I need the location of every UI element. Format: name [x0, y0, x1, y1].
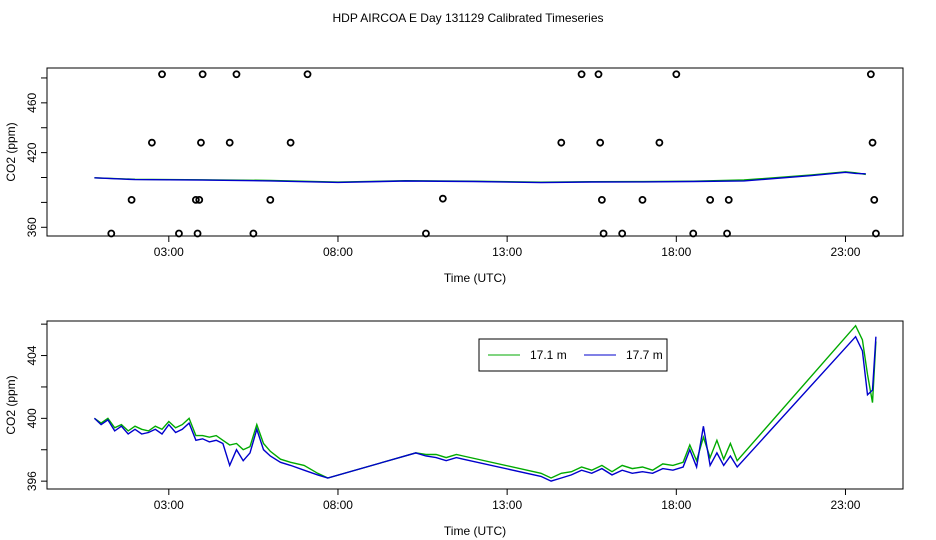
scatter-point [438, 194, 447, 203]
scatter-point [147, 138, 156, 147]
bottom-x-axis: 03:00 08:00 13:00 18:00 23:00 [154, 489, 861, 512]
y-tick-label: 404 [25, 345, 39, 365]
series-line-17-7-m [93, 335, 877, 482]
scatter-point [422, 229, 430, 238]
scatter-point [107, 229, 116, 238]
scatter-point [195, 196, 204, 204]
y-tick-label: 360 [25, 217, 39, 237]
bottom-y-axis-label: CO2 (ppm) [4, 375, 18, 434]
bottom-plot-frame [46, 320, 904, 490]
x-tick-label: 08:00 [323, 245, 353, 259]
bottom-panel: 03:00 08:00 13:00 18:00 23:00 396 400 404 Time… [4, 320, 904, 538]
y-tick-label: 460 [25, 93, 39, 113]
scatter-point [232, 70, 241, 79]
top-panel: 03:00 08:00 13:00 18:00 23:00 360 420 460 Time… [4, 67, 904, 285]
scatter-point [249, 229, 258, 238]
scatter-point [225, 138, 234, 147]
legend-label-17-7m: 17.7 m [626, 348, 663, 362]
scatter-point [127, 196, 136, 204]
x-tick-label: 23:00 [830, 245, 860, 259]
y-tick-label: 396 [25, 471, 39, 491]
x-tick-label: 08:00 [323, 498, 353, 512]
x-tick-label: 13:00 [492, 245, 522, 259]
scatter-point [870, 196, 879, 204]
series-line-1 [94, 171, 866, 184]
scatter-point [596, 138, 605, 147]
scatter-point [706, 196, 715, 204]
bottom-x-axis-label: Time (UTC) [444, 524, 506, 538]
y-tick-label: 420 [25, 142, 39, 162]
top-data-layer [94, 70, 880, 238]
x-tick-label: 13:00 [492, 498, 522, 512]
scatter-point [557, 138, 566, 147]
top-x-axis-label: Time (UTC) [444, 271, 506, 285]
legend-label-17-1m: 17.1 m [530, 348, 567, 362]
scatter-point [286, 138, 295, 147]
scatter-point [197, 138, 205, 147]
scatter-point [872, 229, 880, 238]
scatter-point [723, 229, 731, 238]
scatter-point [198, 70, 207, 79]
top-plot-frame [46, 67, 904, 237]
scatter-point [672, 70, 681, 79]
x-tick-label: 03:00 [154, 498, 184, 512]
x-tick-label: 18:00 [661, 245, 691, 259]
bottom-y-axis: 396 400 404 [25, 323, 47, 491]
x-tick-label: 23:00 [830, 498, 860, 512]
top-y-axis-label: CO2 (ppm) [4, 122, 18, 181]
scatter-point [866, 70, 875, 79]
scatter-point [724, 196, 733, 204]
top-y-axis: 360 420 460 [25, 77, 47, 237]
scatter-point [577, 70, 586, 79]
scatter-point [303, 70, 312, 79]
x-tick-label: 18:00 [661, 498, 691, 512]
scatter-point [655, 138, 664, 147]
bottom-data-layer [93, 324, 877, 482]
scatter-point [175, 229, 183, 238]
scatter-point [868, 138, 877, 147]
scatter-point [618, 229, 627, 238]
scatter-point [158, 70, 166, 79]
scatter-point [193, 229, 202, 238]
x-tick-label: 03:00 [154, 245, 184, 259]
y-tick-label: 400 [25, 408, 39, 428]
scatter-point [266, 196, 275, 204]
top-x-axis: 03:00 08:00 13:00 18:00 23:00 [154, 236, 861, 259]
scatter-point [191, 196, 200, 204]
figure-title: HDP AIRCOA E Day 131129 Calibrated Times… [332, 11, 603, 25]
scatter-point [689, 229, 698, 238]
legend: 17.1 m 17.7 m [478, 338, 668, 372]
scatter-point [597, 196, 606, 204]
scatter-point [594, 70, 603, 79]
scatter-point [638, 196, 647, 204]
scatter-point [599, 229, 608, 238]
